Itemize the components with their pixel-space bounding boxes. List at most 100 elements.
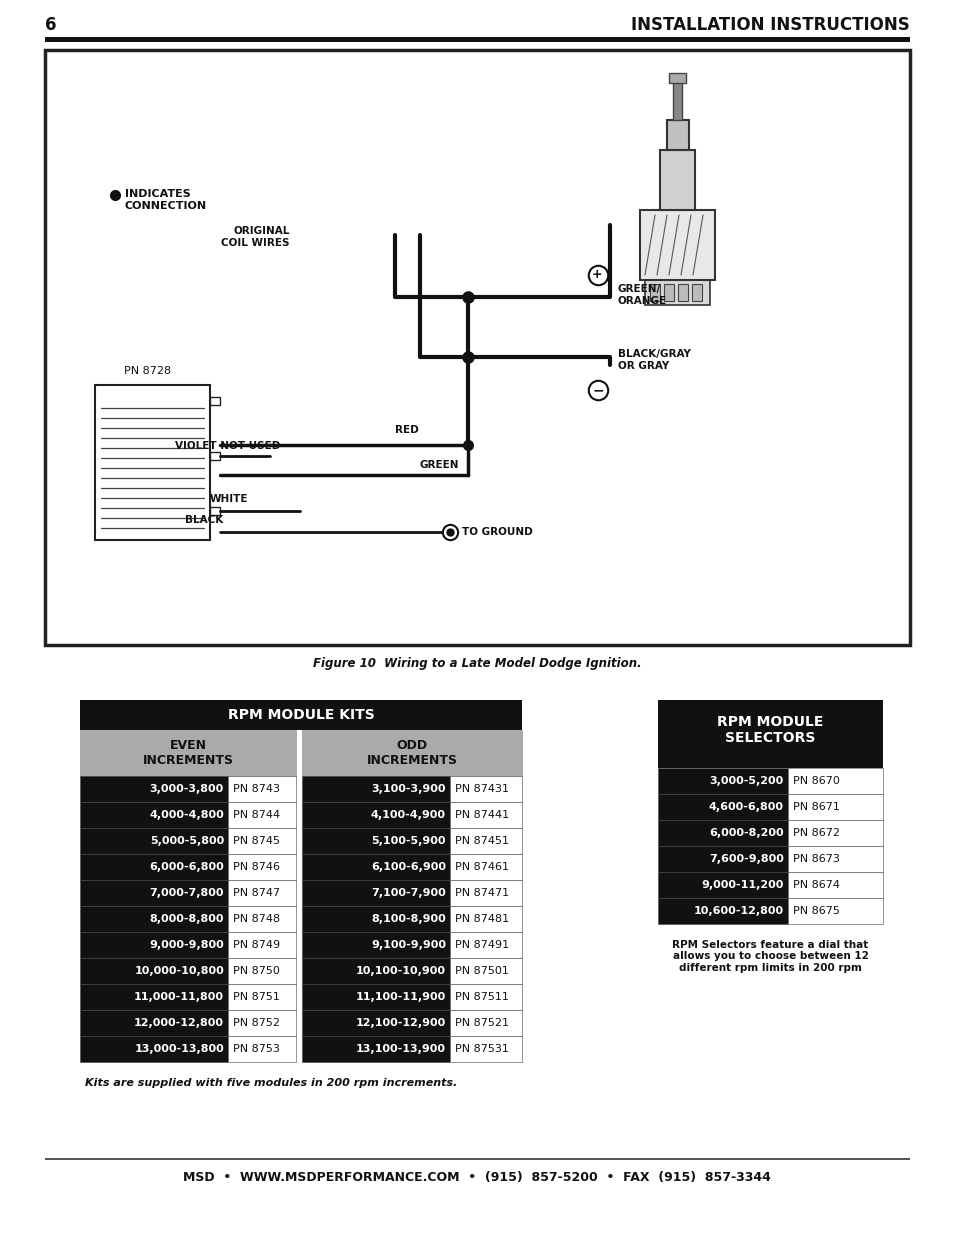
Text: 4,000-4,800: 4,000-4,800 — [149, 810, 224, 820]
Text: 7,000-7,800: 7,000-7,800 — [150, 888, 224, 898]
Bar — [691, 284, 701, 301]
Bar — [787, 846, 882, 872]
Text: ODD
INCREMENTS: ODD INCREMENTS — [366, 739, 457, 767]
Bar — [450, 853, 521, 881]
Text: RPM MODULE KITS: RPM MODULE KITS — [228, 708, 374, 722]
Bar — [663, 284, 673, 301]
Bar — [80, 730, 295, 776]
Bar — [80, 827, 228, 853]
Text: Figure 10  Wiring to a Late Model Dodge Ignition.: Figure 10 Wiring to a Late Model Dodge I… — [313, 657, 640, 669]
Bar — [80, 853, 228, 881]
Bar — [787, 872, 882, 898]
Bar — [787, 898, 882, 924]
Text: PN 8751: PN 8751 — [233, 992, 279, 1002]
Bar — [787, 768, 882, 794]
Bar — [228, 984, 295, 1010]
Bar — [450, 984, 521, 1010]
Text: PN 8672: PN 8672 — [792, 827, 840, 839]
Bar — [302, 881, 450, 906]
Text: PN 8745: PN 8745 — [233, 836, 280, 846]
Text: PN 87451: PN 87451 — [455, 836, 509, 846]
Bar — [0, 0, 953, 44]
Bar — [210, 452, 220, 459]
Text: GREEN: GREEN — [419, 459, 459, 471]
Text: PN 8746: PN 8746 — [233, 862, 280, 872]
Text: 9,000-11,200: 9,000-11,200 — [700, 881, 783, 890]
Bar — [658, 820, 787, 846]
Bar — [210, 508, 220, 515]
Text: PN 8747: PN 8747 — [233, 888, 280, 898]
Bar — [450, 958, 521, 984]
Bar — [228, 853, 295, 881]
Bar — [80, 776, 228, 802]
Bar — [787, 794, 882, 820]
Bar — [658, 794, 787, 820]
Text: 3,000-5,200: 3,000-5,200 — [709, 776, 783, 785]
Text: VIOLET NOT USED: VIOLET NOT USED — [174, 441, 280, 451]
Bar — [302, 802, 450, 827]
Bar — [80, 700, 521, 730]
Bar — [450, 776, 521, 802]
Text: 4,600-6,800: 4,600-6,800 — [708, 802, 783, 811]
Bar — [302, 776, 450, 802]
Text: PN 87501: PN 87501 — [455, 966, 508, 976]
Bar — [302, 932, 450, 958]
Text: PN 8753: PN 8753 — [233, 1044, 279, 1053]
Text: 12,100-12,900: 12,100-12,900 — [355, 1018, 446, 1028]
Text: −: − — [592, 383, 603, 396]
Text: INDICATES
CONNECTION: INDICATES CONNECTION — [125, 189, 207, 211]
Text: 5,100-5,900: 5,100-5,900 — [371, 836, 446, 846]
Bar — [228, 776, 295, 802]
Bar — [658, 872, 787, 898]
Bar — [302, 827, 450, 853]
Text: 6,000-8,200: 6,000-8,200 — [709, 827, 783, 839]
Text: BLACK/GRAY
OR GRAY: BLACK/GRAY OR GRAY — [618, 350, 690, 370]
Bar — [450, 827, 521, 853]
Text: PN 87471: PN 87471 — [455, 888, 509, 898]
Bar — [228, 906, 295, 932]
Bar — [210, 396, 220, 405]
Text: PN 8744: PN 8744 — [233, 810, 280, 820]
Bar — [80, 802, 228, 827]
Bar — [45, 37, 909, 42]
Bar — [450, 906, 521, 932]
Bar — [450, 1010, 521, 1036]
Bar — [787, 820, 882, 846]
Text: MSD  •  WWW.MSDPERFORMANCE.COM  •  (915)  857-5200  •  FAX  (915)  857-3344: MSD • WWW.MSDPERFORMANCE.COM • (915) 857… — [183, 1172, 770, 1184]
Text: 13,100-13,900: 13,100-13,900 — [355, 1044, 446, 1053]
Bar — [302, 853, 450, 881]
Text: ORIGINAL
COIL WIRES: ORIGINAL COIL WIRES — [221, 226, 290, 248]
Text: 9,000-9,800: 9,000-9,800 — [149, 940, 224, 950]
Bar — [668, 73, 685, 83]
Bar — [659, 149, 695, 210]
Bar — [658, 700, 882, 760]
Text: PN 8671: PN 8671 — [792, 802, 839, 811]
Text: PN 87531: PN 87531 — [455, 1044, 508, 1053]
Text: GREEN/
ORANGE: GREEN/ ORANGE — [618, 284, 666, 306]
Bar — [302, 1010, 450, 1036]
Bar — [658, 768, 787, 794]
Bar — [672, 80, 681, 120]
Text: PN 8670: PN 8670 — [792, 776, 839, 785]
Bar — [658, 760, 882, 768]
Text: PN 8728: PN 8728 — [124, 366, 171, 375]
Bar — [649, 284, 659, 301]
Text: 8,000-8,800: 8,000-8,800 — [150, 914, 224, 924]
Bar — [80, 906, 228, 932]
Text: 11,000-11,800: 11,000-11,800 — [133, 992, 224, 1002]
Text: PN 87461: PN 87461 — [455, 862, 509, 872]
Bar — [302, 984, 450, 1010]
Text: PN 8675: PN 8675 — [792, 906, 839, 916]
Text: PN 87431: PN 87431 — [455, 784, 509, 794]
Text: PN 87511: PN 87511 — [455, 992, 508, 1002]
Text: Kits are supplied with five modules in 200 rpm increments.: Kits are supplied with five modules in 2… — [85, 1078, 456, 1088]
Text: 6,000-6,800: 6,000-6,800 — [149, 862, 224, 872]
Text: 10,100-10,900: 10,100-10,900 — [355, 966, 446, 976]
Text: PN 8673: PN 8673 — [792, 853, 839, 864]
Text: 6: 6 — [45, 16, 56, 35]
Text: BLACK: BLACK — [185, 515, 223, 525]
Text: WHITE: WHITE — [210, 494, 248, 504]
Bar — [302, 958, 450, 984]
Text: PN 8749: PN 8749 — [233, 940, 280, 950]
Bar — [450, 932, 521, 958]
